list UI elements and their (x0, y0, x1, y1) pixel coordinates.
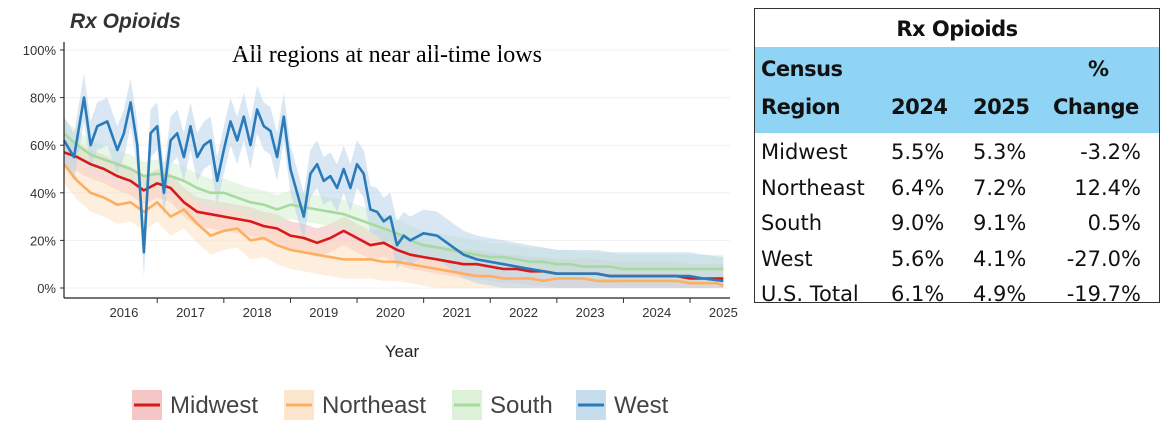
value-2024-cell: 9.0% (891, 211, 945, 235)
series-line-northeast (62, 163, 724, 287)
x-tick-label: 2022 (509, 305, 538, 320)
legend-label: West (614, 392, 669, 419)
x-tick-label: 2023 (576, 305, 605, 320)
table-row: West 5.6% 4.1% -27.0% (755, 241, 1159, 276)
legend-label: Northeast (322, 392, 426, 419)
y-tick-label: 0% (37, 281, 56, 296)
change-cell: 0.5% (1087, 211, 1141, 235)
x-tick-label: 2019 (309, 305, 338, 320)
legend-item-midwest: Midwest (132, 390, 258, 420)
table-row: Northeast 6.4% 7.2% 12.4% (755, 170, 1159, 205)
x-tick-label: 2017 (176, 305, 205, 320)
legend-label: South (490, 392, 553, 419)
value-2025-cell: 4.9% (973, 282, 1027, 306)
table-row: Midwest 5.5% 5.3% -3.2% (755, 134, 1159, 169)
value-2024-cell: 5.5% (891, 140, 945, 164)
table-title: Rx Opioids (896, 17, 1018, 41)
x-axis-label: Year (385, 342, 420, 361)
value-2025-cell: 9.1% (973, 211, 1027, 235)
series-line-south (63, 132, 724, 271)
change-cell: -3.2% (1080, 140, 1141, 164)
value-2025-cell: 7.2% (973, 175, 1027, 200)
legend-item-south: South (452, 390, 553, 420)
header-pct: % (1088, 57, 1109, 81)
table-header: Census Region 2024 2025 % Change (755, 47, 1159, 133)
line-chart: Rx Opioids All regions at near all-time … (23, 10, 738, 420)
x-tick-label: 2018 (243, 305, 272, 320)
x-tick-label: 2024 (642, 305, 671, 320)
chart-title: Rx Opioids (70, 10, 181, 33)
table-row: U.S. Total 6.1% 4.9% -19.7% (755, 276, 1159, 311)
header-region: Region (761, 95, 841, 119)
header-change: Change (1053, 95, 1139, 119)
x-tick-label: 2016 (109, 305, 138, 320)
value-2025-cell: 4.1% (973, 246, 1027, 271)
change-cell: -27.0% (1066, 246, 1141, 271)
header-census: Census (761, 57, 843, 81)
region-cell: South (761, 211, 823, 235)
region-cell: U.S. Total (761, 282, 859, 306)
value-2025-cell: 5.3% (973, 140, 1027, 164)
region-cell: Northeast (761, 175, 865, 200)
header-2024: 2024 (891, 95, 948, 119)
x-tick-label: 2021 (442, 305, 471, 320)
y-tick-label: 100% (23, 43, 57, 58)
region-cell: Midwest (761, 140, 848, 164)
value-2024-cell: 6.4% (891, 175, 945, 200)
value-2024-cell: 5.6% (891, 246, 945, 271)
change-cell: 12.4% (1074, 175, 1141, 200)
y-tick-label: 60% (30, 138, 56, 153)
y-tick-label: 20% (30, 233, 56, 248)
header-2025: 2025 (973, 95, 1030, 119)
y-tick-label: 80% (30, 91, 56, 106)
legend-item-west: West (576, 390, 669, 420)
chart-annotation: All regions at near all-time lows (232, 42, 542, 68)
series-line-west (62, 96, 724, 283)
legend-label: Midwest (170, 392, 258, 419)
x-tick-label: 2025 (709, 305, 738, 320)
legend-item-northeast: Northeast (284, 390, 426, 420)
change-cell: -19.7% (1066, 282, 1141, 306)
y-tick-label: 40% (30, 186, 56, 201)
x-tick-label: 2020 (376, 305, 405, 320)
region-cell: West (761, 246, 813, 271)
summary-table: Rx Opioids Census Region 2024 2025 % Cha… (754, 8, 1160, 306)
value-2024-cell: 6.1% (891, 282, 945, 306)
table-row: South 9.0% 9.1% 0.5% (755, 205, 1159, 240)
